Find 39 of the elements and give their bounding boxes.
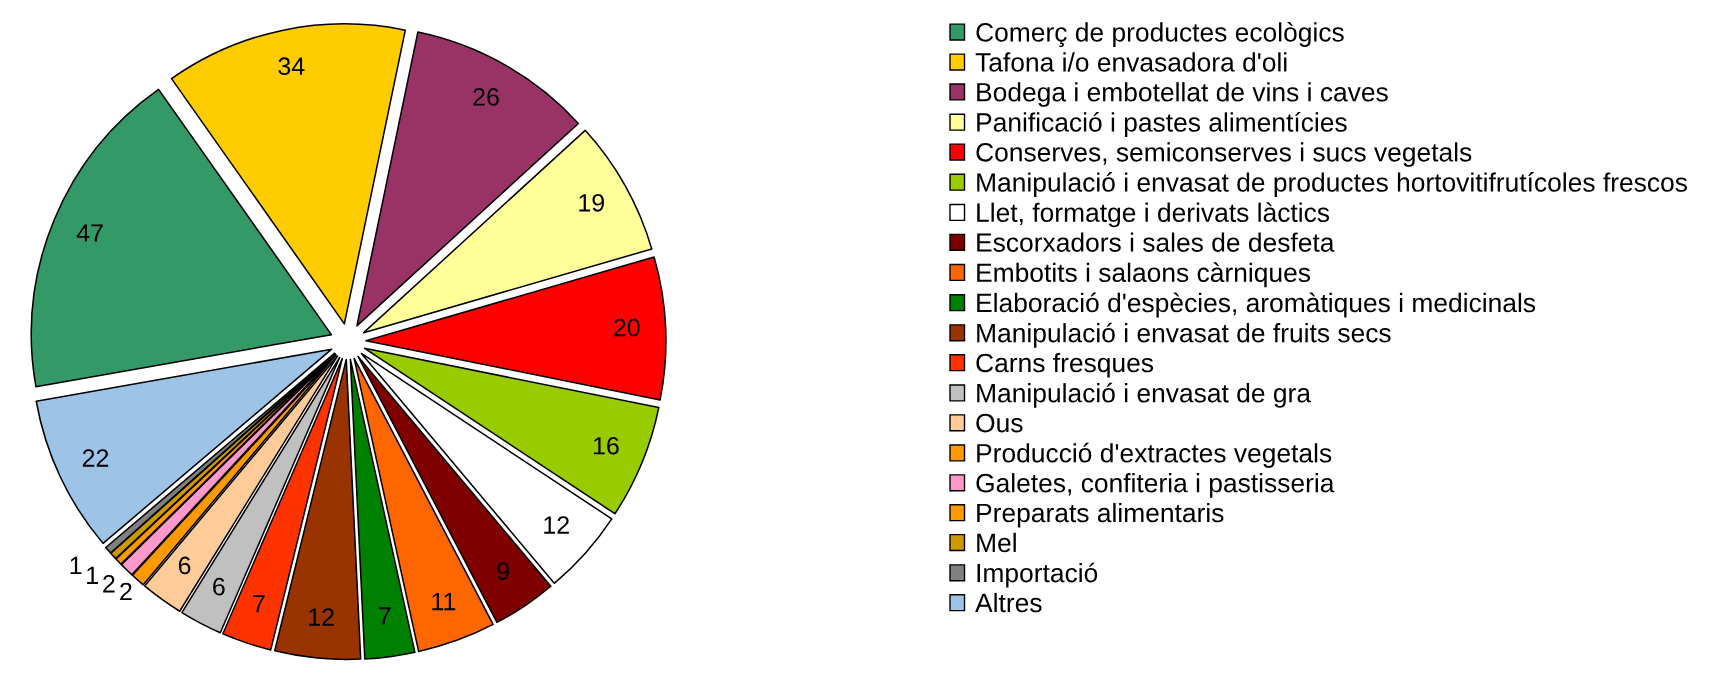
data-label: 2 [103,575,115,593]
legend-label: Importació [977,562,1098,588]
data-label: 47 [76,224,103,242]
legend-label: Comerç de productes ecològics [976,22,1344,48]
legend-label: Embotits i salaons càrniques [977,262,1311,288]
data-label: 1 [87,566,98,584]
legend-label: Escorxadors i sales de desfeta [977,232,1335,252]
legend-label: Tafona i/o envasadora d'oli [975,52,1287,72]
legend-label: Producció d'extractes vegetals [977,442,1332,468]
data-label: 9 [497,562,509,581]
legend-label: Ous [976,413,1023,433]
legend-label: Galetes, confiteria i pastisseria [976,473,1335,498]
data-label: 7 [379,607,391,625]
legend-label: Llet, formatge i derivats làctics [977,202,1330,228]
legend-label: Altres [975,592,1042,613]
data-label: 19 [579,193,604,212]
legend-label: Bodega i embotellat de vins i caves [977,82,1388,107]
legend-label: Manipulació i envasat de productes hortovitifrutícoles frescos [977,172,1687,198]
legend-label: Manipulació i envasat de fruits secs [977,322,1391,348]
data-label: 34 [278,57,305,76]
legend-label: Elaboració d'espècies, aromàtiques i medicinals [977,292,1536,318]
data-label: 6 [178,556,191,575]
data-label: 20 [614,318,640,337]
data-label: 12 [544,516,569,534]
data-label: 1 [70,556,82,575]
data-label: 26 [473,88,499,106]
data-label: 6 [213,577,225,596]
legend-label: Manipulació i envasat de gra [977,382,1311,408]
data-label: 11 [432,592,456,611]
data-label: 22 [82,449,109,467]
data-label: 7 [253,595,265,613]
legend-label: Conserves, semiconserves i sucs vegetals [976,142,1472,167]
data-label: 2 [120,582,132,601]
legend-label: Carns fresques [976,352,1154,378]
legend-label: Mel [977,532,1016,553]
data-label: 16 [593,436,619,455]
legend-label: Preparats alimentaris [977,502,1224,528]
legend-label: Panificació i pastes alimentícies [977,112,1347,137]
data-label: 12 [309,608,334,626]
